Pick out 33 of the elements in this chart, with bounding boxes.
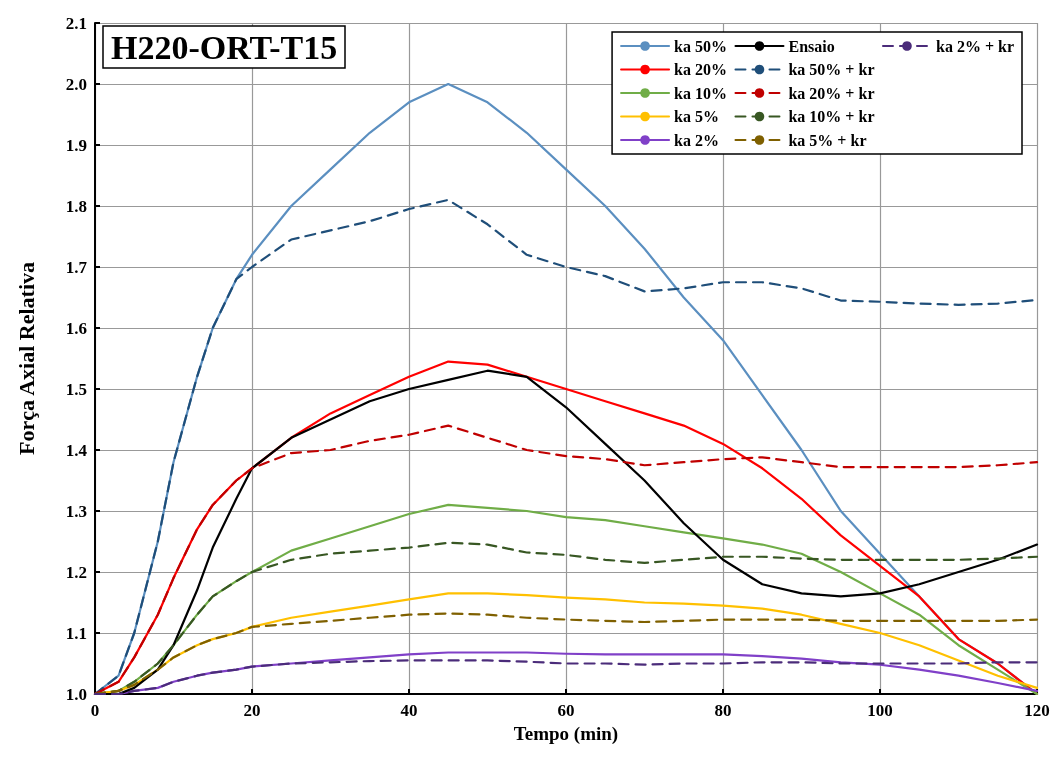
y-tick-label: 1.1 — [65, 623, 87, 643]
x-tick-label: 40 — [400, 701, 418, 720]
y-tick-label: 2.0 — [65, 74, 87, 94]
legend-label: ka 5% + kr — [788, 131, 867, 149]
x-tick-label: 20 — [243, 701, 261, 720]
legend-label: ka 50% + kr — [788, 61, 875, 78]
legend-label: ka 20% + kr — [788, 84, 875, 102]
legend-label: ka 20% — [674, 61, 727, 78]
legend-label: ka 2% — [674, 131, 719, 149]
y-tick-label: 1.0 — [65, 684, 87, 704]
y-tick-label: 1.4 — [65, 440, 88, 460]
y-tick-label: 1.6 — [65, 318, 87, 338]
x-axis-title: Tempo (min) — [513, 722, 619, 745]
legend-label: ka 10% + kr — [788, 108, 875, 125]
y-tick-label: 1.3 — [65, 501, 87, 521]
legend-label: Ensaio — [788, 37, 835, 55]
y-tick-label: 1.7 — [65, 257, 88, 277]
legend-label: ka 2% + kr — [935, 37, 1014, 55]
x-tick-label: 120 — [1024, 701, 1050, 720]
chart-title: H220-ORT-T15 — [111, 28, 338, 66]
x-tick-label: 0 — [90, 701, 100, 720]
y-tick-label: 1.2 — [65, 562, 87, 582]
y-tick-label: 2.1 — [65, 13, 87, 33]
legend-label: ka 5% — [674, 108, 719, 125]
x-tick-label: 60 — [557, 701, 575, 720]
x-tick-label: 100 — [867, 701, 893, 720]
x-tick-label: 80 — [714, 701, 732, 720]
y-tick-label: 1.5 — [65, 379, 87, 399]
legend-label: ka 10% — [674, 84, 727, 102]
legend-label: ka 50% — [674, 37, 727, 55]
y-tick-label: 1.9 — [65, 135, 87, 155]
y-axis-title: Força Axial Relativa — [13, 261, 39, 456]
y-tick-label: 1.8 — [65, 196, 87, 216]
